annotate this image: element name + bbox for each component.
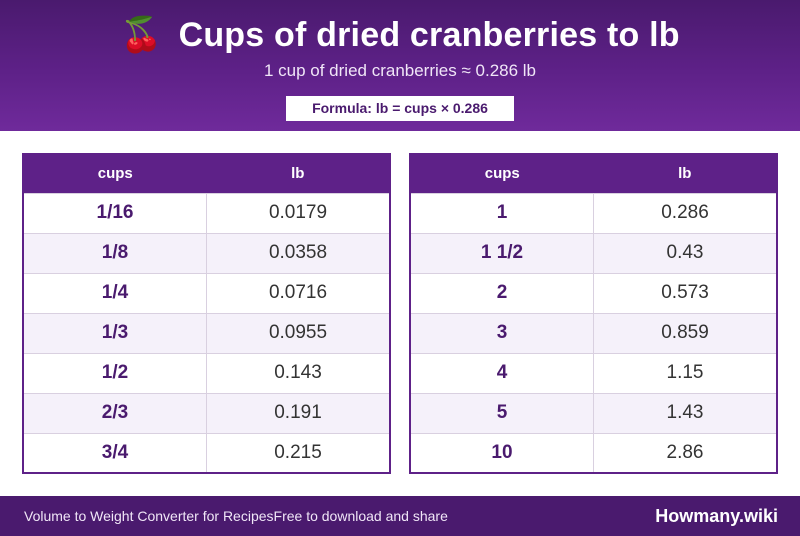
conversion-table-right: cups lb 1 0.286 1 1/2 0.43 2 0.573 3 0.8… [409, 153, 778, 474]
cups-cell: 1/3 [23, 312, 207, 353]
cups-cell: 3/4 [23, 432, 207, 473]
table-row: 1 1/2 0.43 [410, 232, 777, 273]
lb-cell: 0.215 [206, 432, 390, 473]
lb-cell: 0.0716 [206, 272, 390, 313]
table-header-row: cups lb [23, 154, 390, 193]
table-row: 3 0.859 [410, 312, 777, 353]
column-header-lb: lb [593, 154, 777, 193]
formula-badge: Formula: lb = cups × 0.286 [286, 96, 514, 121]
table-row: 10 2.86 [410, 432, 777, 473]
page-subtitle: 1 cup of dried cranberries ≈ 0.286 lb [263, 61, 537, 80]
lb-cell: 1.15 [593, 352, 777, 393]
table-row: 1/8 0.0358 [23, 232, 390, 273]
cups-cell: 10 [410, 432, 594, 473]
table-row: 1/4 0.0716 [23, 272, 390, 313]
column-header-lb: lb [206, 154, 390, 193]
table-row: 1/3 0.0955 [23, 312, 390, 353]
footer-brand: Howmany.wiki [655, 506, 778, 526]
table-row: 4 1.15 [410, 352, 777, 393]
title-row: 🍒 Cups of dried cranberries to lb [0, 12, 800, 58]
cups-cell: 1 [410, 192, 594, 233]
lb-cell: 0.859 [593, 312, 777, 353]
cups-cell: 1 1/2 [410, 232, 594, 273]
lb-cell: 0.0358 [206, 232, 390, 273]
lb-cell: 1.43 [593, 392, 777, 433]
cups-cell: 1/2 [23, 352, 207, 393]
table-row: 1 0.286 [410, 192, 777, 233]
column-header-cups: cups [23, 154, 207, 193]
cups-cell: 5 [410, 392, 594, 433]
table-row: 2 0.573 [410, 272, 777, 313]
table-header-row: cups lb [410, 154, 777, 193]
table-row: 5 1.43 [410, 392, 777, 433]
lb-cell: 0.43 [593, 232, 777, 273]
cups-cell: 4 [410, 352, 594, 393]
cups-cell: 2/3 [23, 392, 207, 433]
cups-cell: 1/16 [23, 192, 207, 233]
table-row: 1/2 0.143 [23, 352, 390, 393]
column-header-cups: cups [410, 154, 594, 193]
table-row: 2/3 0.191 [23, 392, 390, 433]
lb-cell: 0.0955 [206, 312, 390, 353]
lb-cell: 0.286 [593, 192, 777, 233]
cups-cell: 1/4 [23, 272, 207, 313]
lb-cell: 0.191 [206, 392, 390, 433]
table-row: 3/4 0.215 [23, 432, 390, 473]
lb-cell: 0.0179 [206, 192, 390, 233]
footer-bar: Volume to Weight Converter for RecipesFr… [0, 496, 800, 536]
table-row: 1/16 0.0179 [23, 192, 390, 233]
lb-cell: 0.573 [593, 272, 777, 313]
cups-cell: 1/8 [23, 232, 207, 273]
header-banner: 🍒 Cups of dried cranberries to lb 1 cup … [0, 0, 800, 131]
lb-cell: 2.86 [593, 432, 777, 473]
conversion-table-left: cups lb 1/16 0.0179 1/8 0.0358 1/4 0.071… [22, 153, 391, 474]
cherry-icon: 🍒 [120, 16, 163, 54]
page-title: Cups of dried cranberries to lb [178, 16, 680, 54]
cups-cell: 2 [410, 272, 594, 313]
lb-cell: 0.143 [206, 352, 390, 393]
footer-tagline: Volume to Weight Converter for RecipesFr… [24, 508, 448, 524]
cups-cell: 3 [410, 312, 594, 353]
